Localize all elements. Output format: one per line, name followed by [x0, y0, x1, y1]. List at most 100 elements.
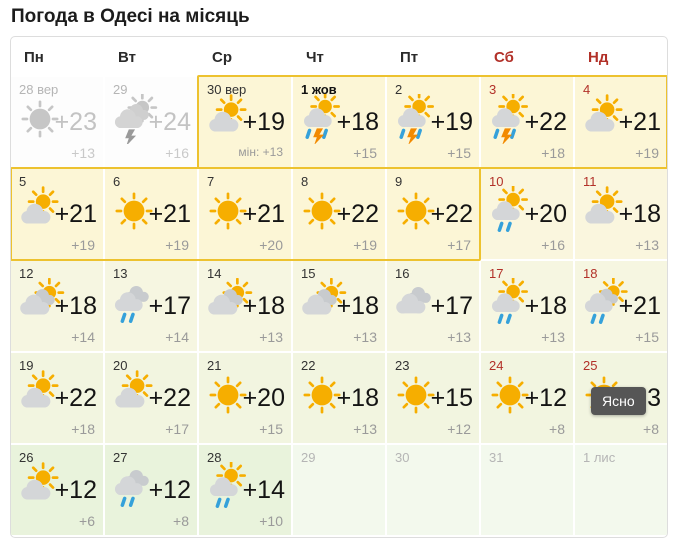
day-cell[interactable]: 19 +22 +18: [11, 353, 103, 443]
day-high-temp: +24: [148, 108, 191, 136]
day-low-temp: +13: [259, 329, 283, 345]
day-number: 9: [395, 174, 403, 189]
weekday-fri: Пт: [400, 49, 419, 66]
day-cell[interactable]: 16 +17 +13: [387, 261, 479, 351]
day-low-temp: +19: [165, 237, 189, 253]
day-low-temp: +12: [447, 421, 471, 437]
day-low-temp: +8: [643, 421, 659, 437]
day-cell: 30: [387, 445, 479, 535]
day-number: 19: [19, 358, 34, 373]
day-high-temp: +20: [524, 200, 567, 228]
day-number: 2: [395, 82, 403, 97]
day-low-temp: +6: [79, 513, 95, 529]
day-high-temp: +22: [54, 384, 97, 412]
day-cell[interactable]: 17 +18 +13: [481, 261, 573, 351]
day-high-temp: +19: [430, 108, 473, 136]
day-number: 4: [583, 82, 591, 97]
day-cell[interactable]: 30 вер +19 мін: +13: [199, 77, 291, 167]
day-high-temp: +21: [618, 292, 661, 320]
day-low-temp: +15: [447, 145, 471, 161]
day-cell[interactable]: 7 +21 +20: [199, 169, 291, 259]
sun-icon: [108, 186, 160, 236]
day-number: 10: [489, 174, 504, 189]
day-high-temp: +21: [54, 200, 97, 228]
day-number: 29: [113, 82, 128, 97]
day-cell[interactable]: 14 +18 +13: [199, 261, 291, 351]
day-low-temp: +17: [165, 421, 189, 437]
day-low-temp: +15: [635, 329, 659, 345]
day-high-temp: +20: [242, 384, 285, 412]
sun-icon: [202, 186, 254, 236]
day-cell[interactable]: 13 +17 +14: [105, 261, 197, 351]
day-number: 13: [113, 266, 128, 281]
day-number: 25: [583, 358, 598, 373]
sun-cloud-icon: [202, 94, 254, 144]
day-cell[interactable]: 1 жов +18 +15: [293, 77, 385, 167]
day-high-temp: +19: [242, 108, 285, 136]
day-cell[interactable]: 21 +20 +15: [199, 353, 291, 443]
day-cell[interactable]: 15 +18 +13: [293, 261, 385, 351]
day-cell[interactable]: 6 +21 +19: [105, 169, 197, 259]
day-high-temp: +21: [242, 200, 285, 228]
day-number: 23: [395, 358, 410, 373]
sun-cloud-storm-icon: [484, 91, 536, 145]
day-cell[interactable]: 4 +21 +19: [575, 77, 667, 167]
clouds-icon: [390, 278, 442, 328]
day-low-temp: +16: [541, 237, 565, 253]
day-number: 21: [207, 358, 222, 373]
cloud-sun-icon: [296, 277, 348, 328]
day-number: 17: [489, 266, 504, 281]
day-number: 16: [395, 266, 410, 281]
weekday-tue: Вт: [118, 49, 136, 66]
day-number: 7: [207, 174, 215, 189]
day-number: 8: [301, 174, 309, 189]
day-number: 24: [489, 358, 504, 373]
day-low-temp: +18: [541, 145, 565, 161]
day-cell[interactable]: 22 +18 +13: [293, 353, 385, 443]
day-low-temp: +18: [71, 421, 95, 437]
day-cell: 28 вер +23 +13: [11, 77, 103, 167]
day-number: 12: [19, 266, 34, 281]
day-cell[interactable]: 10 +20 +16: [481, 169, 573, 259]
day-high-temp: +18: [336, 108, 379, 136]
day-cell[interactable]: 2 +19 +15: [387, 77, 479, 167]
day-low-temp: +19: [635, 145, 659, 161]
day-number: 29: [301, 450, 316, 465]
day-cell[interactable]: 18 +21 +15: [575, 261, 667, 351]
cloud-sun-icon: [202, 277, 254, 328]
day-cell[interactable]: 28 +14 +10: [199, 445, 291, 535]
day-low-temp: +13: [541, 329, 565, 345]
day-cell[interactable]: 8 +22 +19: [293, 169, 385, 259]
day-cell[interactable]: 23 +15 +12: [387, 353, 479, 443]
day-cell[interactable]: 11 +18 +13: [575, 169, 667, 259]
day-number: 14: [207, 266, 222, 281]
day-high-temp: +18: [54, 292, 97, 320]
day-high-temp: +18: [524, 292, 567, 320]
day-number: 28 вер: [19, 82, 59, 97]
day-cell: 29 +24 +16: [105, 77, 197, 167]
weekday-wed: Ср: [212, 49, 232, 66]
sun-cloud-storm-icon: [296, 91, 348, 145]
day-cell[interactable]: 5 +21 +19: [11, 169, 103, 259]
tooltip: Ясно: [591, 387, 646, 415]
weekday-sat: Сб: [494, 49, 514, 66]
day-number: 22: [301, 358, 316, 373]
day-cell[interactable]: 9 +22 +17: [387, 169, 479, 259]
day-number: 30 вер: [207, 82, 247, 97]
day-high-temp: +22: [148, 384, 191, 412]
day-low-temp: +13: [353, 421, 377, 437]
day-low-temp: +14: [71, 329, 95, 345]
day-cell[interactable]: 27 +12 +8: [105, 445, 197, 535]
day-cell[interactable]: 26 +12 +6: [11, 445, 103, 535]
day-number: 11: [583, 174, 597, 189]
day-cell[interactable]: 20 +22 +17: [105, 353, 197, 443]
day-number: 28: [207, 450, 222, 465]
day-cell[interactable]: 24 +12 +8: [481, 353, 573, 443]
day-cell[interactable]: 12 +18 +14: [11, 261, 103, 351]
day-cell: 1 лис: [575, 445, 667, 535]
day-low-temp: +15: [259, 421, 283, 437]
day-cell[interactable]: 3 +22 +18: [481, 77, 573, 167]
day-low-temp: +13: [353, 329, 377, 345]
day-low-temp: +19: [71, 237, 95, 253]
sun-icon: [296, 186, 348, 236]
